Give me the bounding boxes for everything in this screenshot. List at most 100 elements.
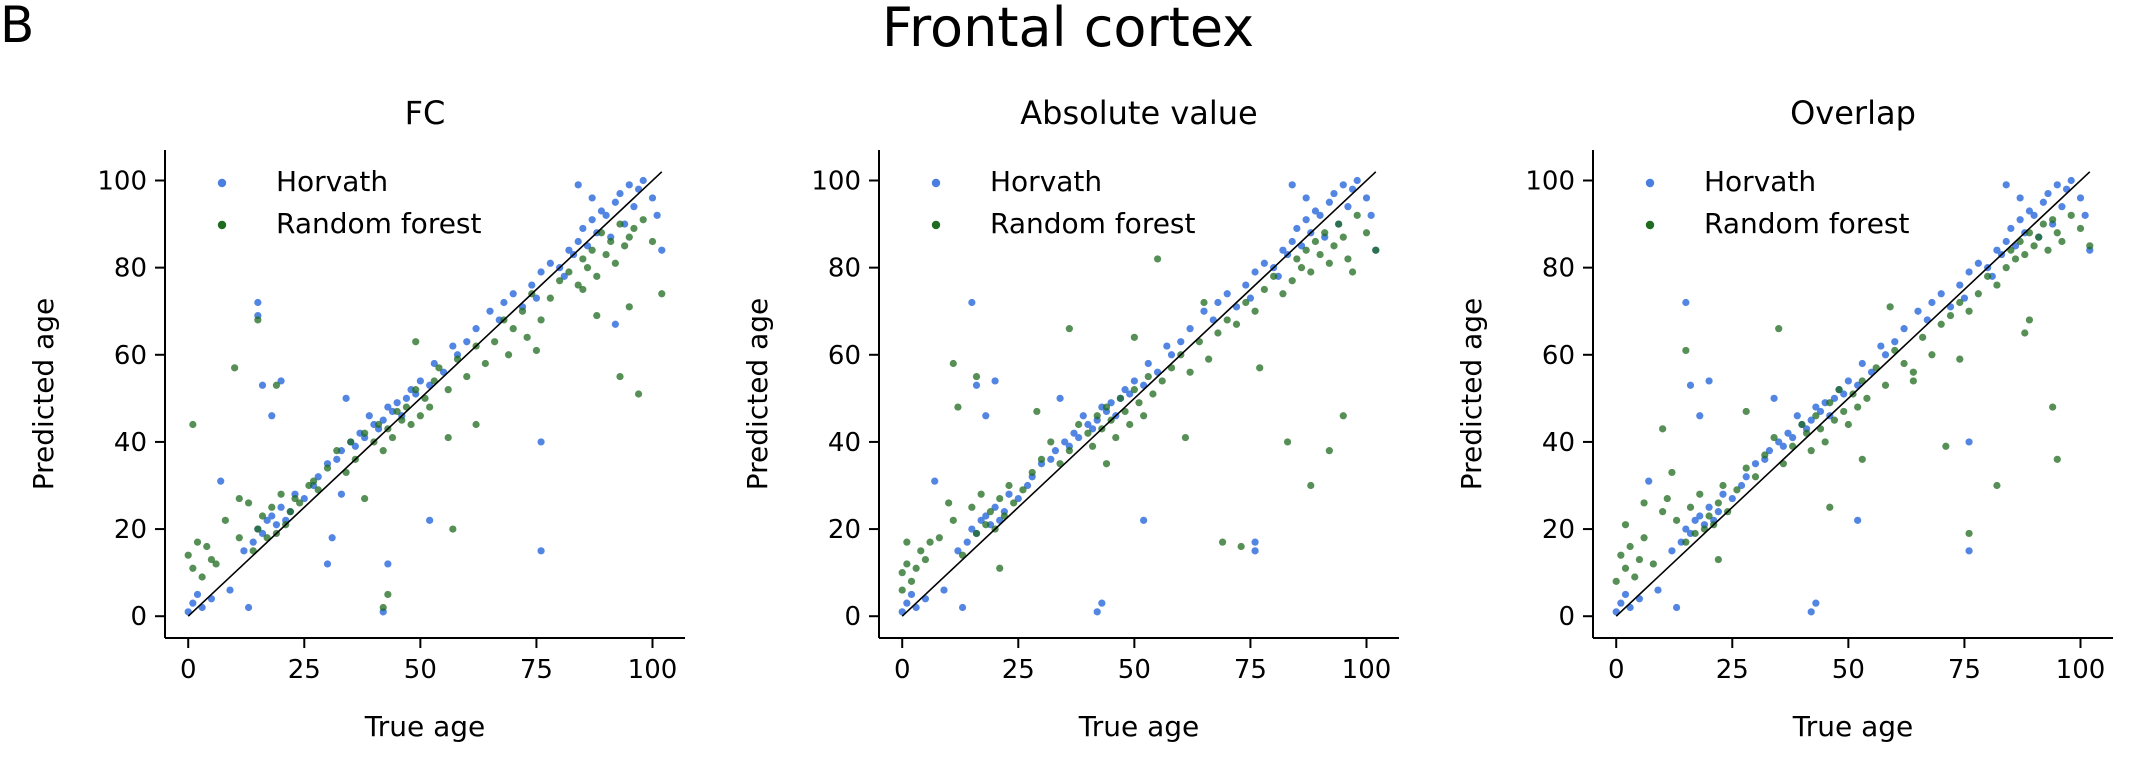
data-point bbox=[1696, 412, 1704, 420]
data-point bbox=[2002, 237, 2010, 246]
data-point bbox=[235, 534, 243, 542]
data-point bbox=[1316, 211, 1324, 219]
data-point bbox=[463, 372, 471, 381]
data-point bbox=[1686, 503, 1695, 511]
data-point bbox=[1288, 237, 1296, 246]
data-point bbox=[1993, 481, 2001, 490]
data-point bbox=[1672, 603, 1681, 612]
data-point bbox=[1149, 390, 1157, 398]
x-tick-label: 75 bbox=[1948, 655, 1981, 685]
data-point bbox=[1826, 399, 1834, 407]
subplot-3: Overlap 0 25 50 75 100 0 20 40 60 80 100 True age Pre… bbox=[1455, 94, 2113, 743]
data-point bbox=[291, 494, 299, 503]
data-point bbox=[945, 499, 953, 507]
data-point bbox=[1079, 412, 1087, 420]
data-point bbox=[518, 307, 527, 315]
y-tick-label: 60 bbox=[114, 341, 147, 371]
data-point bbox=[986, 508, 995, 516]
data-point bbox=[2007, 224, 2015, 233]
legend: Horvath Random forest bbox=[931, 165, 1196, 240]
data-point bbox=[565, 246, 573, 254]
data-point bbox=[2002, 264, 2010, 272]
data-point bbox=[1728, 494, 1736, 503]
data-point bbox=[1840, 407, 1848, 416]
data-point bbox=[258, 529, 267, 538]
panels: FC 0 25 50 75 100 0 20 40 60 80 100 True age Predicte… bbox=[27, 94, 2113, 743]
data-point bbox=[1705, 377, 1713, 385]
data-point bbox=[1696, 512, 1704, 520]
data-point bbox=[1200, 298, 1208, 307]
data-point bbox=[1339, 181, 1347, 189]
data-point bbox=[1037, 455, 1046, 463]
y-tick-label: 20 bbox=[1542, 515, 1575, 545]
data-point bbox=[1112, 433, 1120, 442]
data-point bbox=[958, 603, 967, 612]
data-point bbox=[472, 325, 480, 333]
data-point bbox=[1784, 429, 1792, 437]
data-point bbox=[1900, 359, 1908, 368]
data-point bbox=[500, 298, 508, 307]
data-point bbox=[532, 346, 541, 355]
data-point bbox=[333, 447, 341, 455]
data-point bbox=[235, 494, 243, 503]
data-point bbox=[374, 420, 383, 429]
data-point bbox=[565, 268, 573, 276]
data-point bbox=[968, 503, 976, 511]
data-point bbox=[300, 494, 308, 503]
data-point bbox=[207, 555, 216, 564]
data-point bbox=[1186, 368, 1194, 376]
data-point bbox=[1237, 542, 1245, 551]
data-point bbox=[1761, 451, 1769, 459]
data-point bbox=[1649, 560, 1657, 568]
data-point bbox=[1793, 412, 1801, 420]
subplot-2: Absolute value 0 25 50 75 100 0 20 40 60 80 100 True… bbox=[741, 94, 1399, 743]
data-point bbox=[1956, 298, 1964, 307]
data-point bbox=[2053, 455, 2061, 463]
data-point bbox=[1826, 503, 1834, 511]
data-point bbox=[226, 586, 234, 594]
data-point bbox=[658, 246, 666, 254]
data-point bbox=[1293, 224, 1301, 233]
data-point bbox=[1005, 490, 1013, 498]
data-point bbox=[1960, 294, 1969, 302]
data-point bbox=[954, 403, 962, 411]
data-point bbox=[1126, 390, 1134, 398]
data-point bbox=[1088, 442, 1097, 450]
data-point bbox=[1186, 325, 1194, 333]
data-point bbox=[972, 381, 981, 389]
data-point bbox=[314, 473, 322, 481]
x-tick-label: 25 bbox=[1716, 655, 1749, 685]
data-point bbox=[1177, 338, 1185, 346]
data-point bbox=[1246, 294, 1255, 302]
data-point bbox=[1928, 351, 1936, 359]
data-point bbox=[1858, 359, 1866, 368]
data-point bbox=[379, 447, 387, 455]
data-point bbox=[982, 521, 990, 529]
data-point bbox=[231, 364, 239, 372]
data-point bbox=[449, 525, 457, 533]
data-point bbox=[198, 573, 206, 581]
data-point bbox=[537, 268, 545, 276]
x-tick-label: 100 bbox=[2056, 655, 2106, 685]
data-point bbox=[379, 603, 387, 612]
data-point bbox=[1626, 542, 1634, 551]
data-point bbox=[333, 455, 341, 463]
data-point bbox=[593, 272, 601, 280]
data-point bbox=[931, 477, 939, 485]
data-point bbox=[523, 333, 531, 341]
data-point bbox=[1807, 416, 1815, 424]
data-point bbox=[593, 311, 601, 320]
data-point bbox=[1348, 268, 1357, 276]
data-point bbox=[639, 216, 647, 224]
data-point bbox=[1705, 512, 1713, 520]
x-tick-label: 50 bbox=[404, 655, 437, 685]
data-point bbox=[1251, 268, 1259, 276]
data-point bbox=[1942, 442, 1950, 450]
data-point bbox=[416, 412, 424, 420]
data-point bbox=[1321, 229, 1329, 237]
data-point bbox=[1051, 447, 1060, 455]
data-point bbox=[328, 534, 336, 542]
data-point bbox=[347, 438, 355, 446]
data-point bbox=[1316, 250, 1324, 259]
data-point bbox=[1283, 438, 1292, 446]
